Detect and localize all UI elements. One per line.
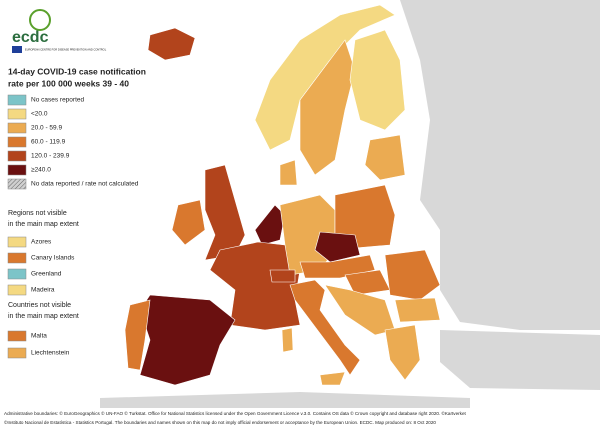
legend-label: Canary Islands bbox=[31, 255, 75, 262]
region bbox=[314, 231, 361, 263]
region bbox=[349, 29, 406, 131]
map bbox=[100, 0, 600, 408]
legend-swatch bbox=[7, 236, 27, 248]
footer: Administrative boundaries: © EuroGeograp… bbox=[4, 410, 467, 416]
legend-label: Liechtenstein bbox=[31, 350, 70, 357]
legend-swatch bbox=[7, 252, 27, 264]
legend-swatch bbox=[7, 164, 27, 176]
region bbox=[171, 199, 206, 246]
region bbox=[364, 134, 406, 181]
legend-swatch bbox=[7, 330, 27, 342]
logo-text: ecdc bbox=[12, 29, 49, 46]
legend-swatch bbox=[7, 122, 27, 134]
legend-label: Malta bbox=[31, 333, 47, 340]
legend: No cases reported <20.0 20.0 - 59.9 60.0 - … bbox=[7, 94, 139, 359]
legend-label: 60.0 - 119.9 bbox=[31, 139, 66, 146]
region bbox=[147, 27, 196, 61]
region bbox=[299, 254, 376, 279]
logo: ecdc EUROPEAN CENTRE FOR DISEASE PREVENT… bbox=[12, 9, 107, 53]
non-eu-land bbox=[440, 330, 600, 390]
non-eu-land bbox=[400, 0, 600, 330]
legend-swatch bbox=[7, 268, 27, 280]
legend-swatch bbox=[7, 178, 27, 190]
region bbox=[254, 4, 396, 151]
legend-label: Azores bbox=[31, 239, 52, 246]
legend-swatch bbox=[7, 347, 27, 359]
legend-label: No data reported / rate not calculated bbox=[31, 181, 139, 188]
title: rate per 100 000 weeks 39 - 40 bbox=[8, 78, 129, 88]
logo-icon bbox=[29, 9, 51, 31]
legend-swatch bbox=[7, 150, 27, 162]
organization: EUROPEAN CENTRE FOR DISEASE PREVENTION A… bbox=[25, 48, 107, 52]
region bbox=[289, 279, 361, 376]
region bbox=[319, 371, 346, 386]
section-heading: Regions not visible bbox=[8, 210, 67, 217]
region bbox=[269, 269, 296, 283]
title: 14-day COVID-19 case notification bbox=[8, 66, 146, 76]
non-eu-land bbox=[100, 392, 470, 408]
legend-swatch bbox=[7, 108, 27, 120]
legend-label: No cases reported bbox=[31, 97, 84, 104]
region bbox=[139, 294, 236, 386]
legend-label: 20.0 - 59.9 bbox=[31, 125, 62, 132]
section-heading: in the main map extent bbox=[8, 221, 79, 228]
region bbox=[384, 249, 441, 301]
region bbox=[281, 327, 294, 353]
legend-label: <20.0 bbox=[31, 111, 48, 118]
region bbox=[394, 297, 441, 323]
section-heading: Countries not visible bbox=[8, 302, 71, 309]
region bbox=[279, 159, 298, 186]
region bbox=[209, 241, 301, 331]
region bbox=[384, 324, 421, 381]
section-heading: in the main map extent bbox=[8, 313, 79, 320]
legend-label: Madeira bbox=[31, 287, 55, 294]
footer: ©Instituto Nacional de Estatística - Sta… bbox=[4, 419, 436, 425]
legend-swatch bbox=[7, 284, 27, 296]
eu-flag bbox=[12, 46, 22, 53]
legend-swatch bbox=[7, 136, 27, 148]
region bbox=[124, 299, 151, 371]
legend-swatch bbox=[7, 94, 27, 106]
region bbox=[299, 39, 356, 176]
legend-label: ≥240.0 bbox=[31, 167, 51, 174]
legend-label: Greenland bbox=[31, 271, 62, 278]
legend-label: 120.0 - 239.9 bbox=[31, 153, 70, 160]
